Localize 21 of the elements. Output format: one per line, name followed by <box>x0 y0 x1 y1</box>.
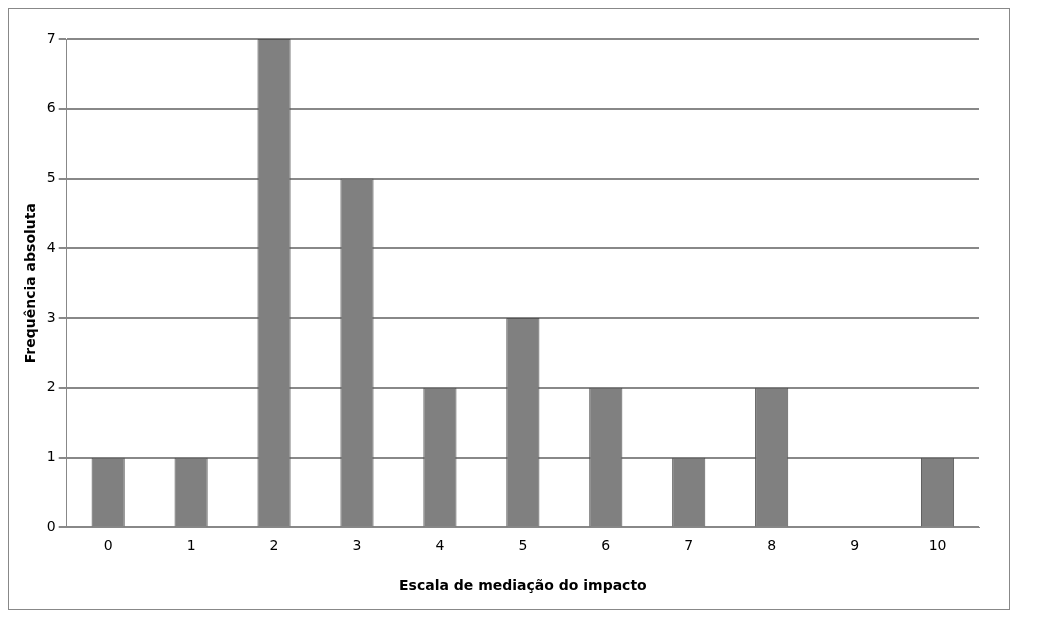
x-tick-label: 4 <box>435 537 445 554</box>
x-tick-label: 10 <box>928 537 947 554</box>
x-tick-label: 5 <box>518 537 528 554</box>
y-tick-label: 2 <box>46 378 56 395</box>
x-tick-label: 7 <box>684 537 694 554</box>
x-tick-label: 1 <box>186 537 196 554</box>
y-tick-label: 7 <box>46 29 56 46</box>
y-tick-label: 1 <box>46 448 56 465</box>
y-tick-label: 0 <box>46 518 56 535</box>
x-axis-title: Escala de mediação do impacto <box>398 577 648 594</box>
x-tick-label: 6 <box>601 537 611 554</box>
y-tick-label: 4 <box>46 238 56 255</box>
x-tick-label: 2 <box>269 537 279 554</box>
x-tick-label: 8 <box>767 537 777 554</box>
y-axis-title: Frequência absoluta <box>22 203 39 364</box>
x-tick-label: 9 <box>850 537 860 554</box>
y-tick-label: 6 <box>46 99 56 116</box>
y-tick-label: 5 <box>46 169 56 186</box>
x-tick-label: 3 <box>352 537 362 554</box>
x-tick-label: 0 <box>103 537 113 554</box>
y-tick-label: 3 <box>46 308 56 325</box>
